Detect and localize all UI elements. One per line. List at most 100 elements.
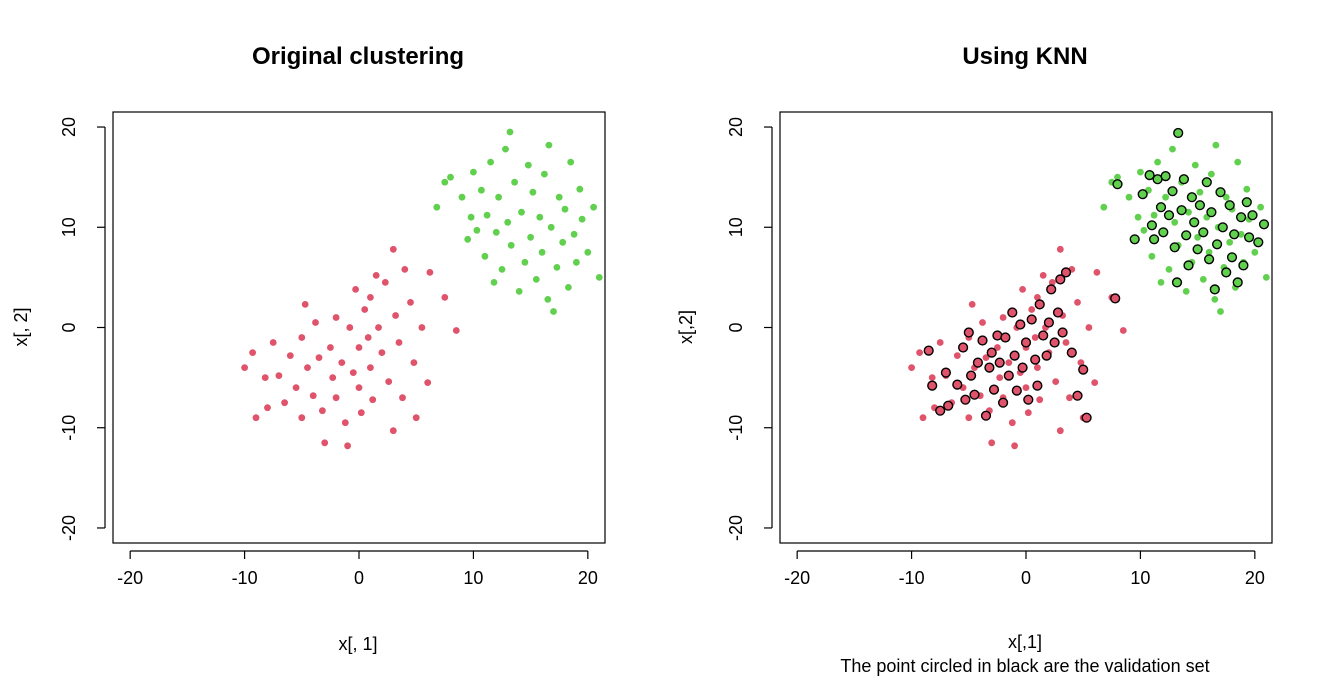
validation-point xyxy=(1224,200,1235,211)
data-point xyxy=(1100,203,1108,211)
validation-point xyxy=(1169,242,1180,253)
data-point xyxy=(467,213,475,221)
validation-point xyxy=(1041,350,1052,361)
data-point xyxy=(301,301,309,308)
data-point xyxy=(447,173,454,181)
data-point xyxy=(584,248,592,256)
data-point xyxy=(968,301,976,308)
validation-point xyxy=(1057,327,1068,338)
data-point xyxy=(567,158,575,166)
data-point xyxy=(1237,230,1245,238)
y-tick-label: 20 xyxy=(726,117,746,137)
validation-point xyxy=(980,410,992,421)
x-tick-label: 10 xyxy=(1130,568,1150,588)
validation-point xyxy=(1201,177,1212,188)
validation-point xyxy=(1043,317,1055,328)
data-point xyxy=(1036,396,1044,404)
data-point xyxy=(595,274,603,281)
data-point xyxy=(1091,379,1099,386)
data-point xyxy=(441,294,449,301)
data-point xyxy=(361,306,369,313)
data-point xyxy=(908,364,915,371)
data-point xyxy=(385,378,393,385)
validation-point xyxy=(1206,207,1217,218)
data-point xyxy=(529,188,537,196)
data-point xyxy=(1217,308,1224,315)
data-point xyxy=(332,394,340,402)
data-point xyxy=(418,324,426,331)
validation-point xyxy=(988,384,1000,395)
data-point xyxy=(1182,288,1190,295)
x-tick-label: 20 xyxy=(578,568,598,588)
data-point xyxy=(298,334,306,341)
data-point xyxy=(412,414,420,422)
data-point xyxy=(1194,233,1201,241)
data-point xyxy=(1205,248,1213,256)
data-point xyxy=(507,241,515,249)
data-point xyxy=(327,344,334,351)
validation-point xyxy=(984,362,995,373)
data-point xyxy=(524,161,532,169)
data-point xyxy=(389,245,397,253)
data-point xyxy=(982,354,990,361)
validation-point xyxy=(1155,202,1167,213)
data-point xyxy=(378,349,386,356)
validation-point xyxy=(957,342,969,353)
data-point xyxy=(994,344,1001,351)
data-point xyxy=(1119,327,1127,334)
validation-point xyxy=(1144,170,1155,181)
validation-point xyxy=(1181,230,1192,241)
data-point xyxy=(392,312,399,319)
validation-point xyxy=(1038,330,1049,341)
data-point xyxy=(483,211,491,219)
validation-point xyxy=(963,327,974,338)
data-point xyxy=(1251,248,1259,256)
data-point xyxy=(495,193,502,201)
validation-point xyxy=(943,400,954,411)
validation-point xyxy=(940,367,952,378)
x-tick-label: -20 xyxy=(117,568,143,588)
validation-point xyxy=(1163,210,1175,221)
validation-point xyxy=(1023,394,1034,405)
data-point xyxy=(1056,245,1064,253)
data-point xyxy=(555,193,563,201)
validation-point xyxy=(994,357,1005,368)
data-point xyxy=(355,344,363,351)
data-point xyxy=(487,158,494,166)
validation-point xyxy=(1241,197,1252,208)
validation-point xyxy=(1238,260,1249,271)
validation-point xyxy=(1055,274,1066,285)
validation-point xyxy=(1148,234,1160,245)
data-point xyxy=(490,279,498,286)
validation-point xyxy=(1203,254,1215,265)
validation-point xyxy=(997,397,1009,408)
data-point xyxy=(261,374,269,381)
data-point xyxy=(532,276,540,283)
data-point xyxy=(545,141,553,149)
validation-point xyxy=(1052,307,1064,318)
y-tick-label: -20 xyxy=(726,515,746,541)
data-point xyxy=(375,324,382,331)
validation-point xyxy=(1221,267,1232,278)
data-point xyxy=(1005,359,1013,366)
y-tick-label: 0 xyxy=(59,322,79,332)
data-point xyxy=(573,258,580,266)
data-point xyxy=(470,168,477,176)
data-point xyxy=(1150,211,1158,219)
validation-point xyxy=(1160,171,1171,182)
validation-point xyxy=(1020,337,1032,348)
data-point xyxy=(521,258,529,266)
validation-point xyxy=(1129,234,1140,245)
data-point xyxy=(264,404,271,412)
validation-point xyxy=(1176,205,1187,216)
data-point xyxy=(541,170,548,178)
validation-point xyxy=(960,394,971,405)
data-point xyxy=(965,414,973,422)
validation-point xyxy=(1034,299,1045,310)
x-tick-label: 0 xyxy=(1021,568,1031,588)
axes: -20 -10 0 10 20 -20 -10 0 10 20 xyxy=(726,117,1265,588)
data-point xyxy=(1008,419,1016,427)
data-point xyxy=(1048,279,1056,286)
validation-point xyxy=(1186,192,1198,203)
data-point xyxy=(286,352,294,359)
